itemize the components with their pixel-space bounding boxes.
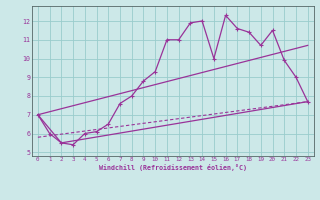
- X-axis label: Windchill (Refroidissement éolien,°C): Windchill (Refroidissement éolien,°C): [99, 164, 247, 171]
